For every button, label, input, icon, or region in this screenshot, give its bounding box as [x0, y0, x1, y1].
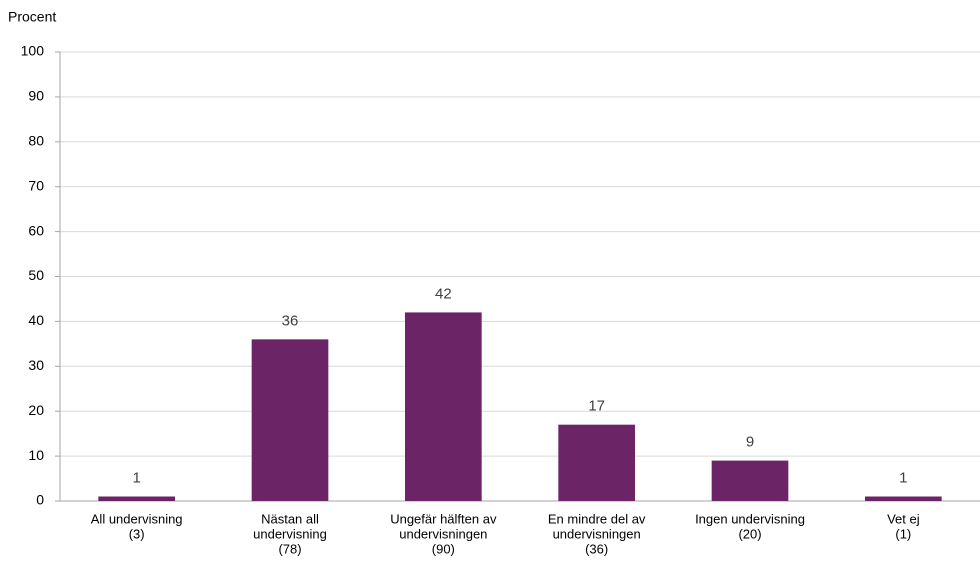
y-tick-label: 30: [28, 357, 44, 373]
y-tick-label: 20: [28, 402, 44, 418]
x-tick-label: Ungefär hälften av: [390, 511, 497, 526]
x-tick-label: undervisningen: [399, 526, 487, 541]
data-label: 42: [435, 285, 452, 302]
y-tick-label: 0: [36, 492, 44, 508]
x-tick-label: All undervisning: [91, 511, 183, 526]
x-tick-label: (1): [895, 526, 911, 541]
x-tick-label: En mindre del av: [548, 511, 646, 526]
bar: [711, 460, 789, 501]
y-tick-label: 60: [28, 222, 44, 238]
x-tick-label: (36): [585, 541, 608, 556]
x-tick-label: Vet ej: [887, 511, 920, 526]
bar: [251, 339, 329, 501]
y-tick-label: 90: [28, 88, 44, 104]
data-label: 1: [132, 469, 140, 486]
y-tick-label: 40: [28, 312, 44, 328]
x-tick-label: Nästan all: [261, 511, 319, 526]
data-label: 9: [746, 434, 754, 451]
bar: [865, 496, 942, 501]
data-label: 36: [282, 312, 299, 329]
data-label: 17: [588, 398, 605, 415]
bar: [98, 496, 175, 501]
y-axis-label: Procent: [8, 9, 56, 25]
x-tick-label: (90): [432, 541, 455, 556]
y-tick-label: 100: [21, 43, 45, 59]
x-tick-label: Ingen undervisning: [695, 511, 805, 526]
y-tick-label: 80: [28, 133, 44, 149]
bar: [558, 424, 635, 501]
x-tick-label: undervisning: [253, 526, 327, 541]
y-tick-label: 50: [28, 267, 44, 283]
y-tick-label: 70: [28, 177, 44, 193]
x-tick-label: (78): [278, 541, 301, 556]
x-tick-label: undervisningen: [553, 526, 641, 541]
x-tick-label: (3): [129, 526, 145, 541]
data-label: 1: [899, 469, 907, 486]
bar: [405, 312, 482, 501]
x-tick-label: (20): [738, 526, 761, 541]
y-tick-label: 10: [28, 447, 44, 463]
